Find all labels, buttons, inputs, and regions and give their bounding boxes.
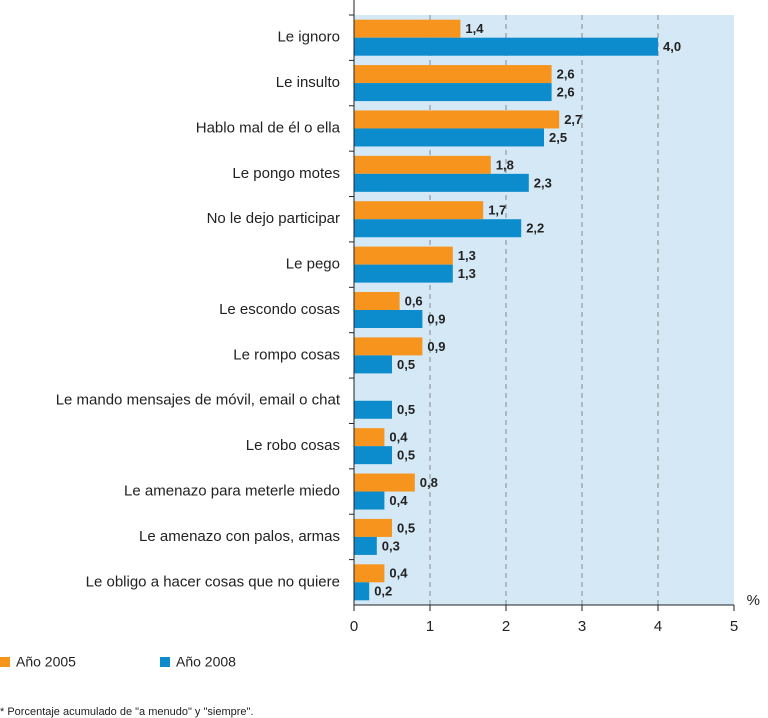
- value-label: 2,3: [534, 175, 552, 190]
- bar: [354, 310, 423, 328]
- legend-swatch: [0, 657, 10, 667]
- value-label: 0,8: [420, 475, 438, 490]
- value-label: 2,6: [557, 67, 575, 82]
- bar: [354, 518, 392, 537]
- value-label: 0,5: [397, 357, 415, 372]
- y-tick-label: Hablo mal de él o ella: [196, 119, 341, 136]
- bar: [354, 428, 385, 447]
- bar: [354, 37, 658, 56]
- y-tick-label: Le pego: [286, 256, 340, 273]
- y-tick-label: Le rompo cosas: [233, 346, 340, 363]
- bar: [354, 219, 522, 238]
- bar: [354, 491, 385, 510]
- value-label: 0,9: [427, 311, 445, 326]
- legend-swatch: [160, 657, 170, 667]
- bar: [354, 201, 484, 220]
- value-label: 0,2: [374, 584, 392, 599]
- bar: [354, 128, 544, 147]
- y-tick-label: No le dejo participar: [207, 210, 340, 227]
- value-label: 0,4: [389, 430, 408, 445]
- bar: [354, 83, 552, 102]
- value-label: 1,3: [458, 266, 476, 281]
- value-label: 0,4: [389, 493, 408, 508]
- bar: [354, 355, 392, 374]
- value-label: 4,0: [663, 39, 681, 54]
- bar: [354, 65, 552, 84]
- value-label: 0,5: [397, 402, 415, 417]
- x-tick-label: 1: [426, 618, 434, 635]
- bar: [354, 536, 377, 555]
- y-tick-label: Le amenazo con palos, armas: [139, 528, 340, 545]
- y-tick-label: Le insulto: [276, 74, 340, 91]
- x-axis-label: %: [747, 592, 760, 609]
- value-label: 1,3: [458, 248, 476, 263]
- x-tick-label: 3: [578, 618, 586, 635]
- value-label: 0,5: [397, 520, 415, 535]
- value-label: 2,2: [526, 221, 544, 236]
- bar: [354, 246, 453, 265]
- value-label: 0,6: [405, 293, 423, 308]
- footnote: * Porcentaje acumulado de "a menudo" y "…: [0, 706, 253, 718]
- bar: [354, 564, 385, 583]
- bar: [354, 337, 423, 356]
- bar: [354, 19, 461, 38]
- bar: [354, 473, 415, 492]
- value-label: 1,4: [465, 21, 484, 36]
- value-label: 2,5: [549, 130, 567, 145]
- x-tick-label: 5: [730, 618, 738, 635]
- value-label: 0,4: [389, 566, 408, 581]
- x-tick-label: 4: [654, 618, 662, 635]
- value-label: 2,7: [564, 112, 582, 127]
- bar: [354, 110, 560, 129]
- y-tick-label: Le pongo motes: [232, 165, 340, 182]
- value-label: 1,7: [488, 203, 506, 218]
- bar: [354, 155, 491, 174]
- bar: [354, 173, 529, 192]
- value-label: 0,9: [427, 339, 445, 354]
- bar: [354, 264, 453, 283]
- bar: [354, 446, 392, 465]
- legend-label: Año 2008: [176, 654, 236, 670]
- bar: [354, 292, 400, 310]
- value-label: 2,6: [557, 85, 575, 100]
- y-tick-label: Le mando mensajes de móvil, email o chat: [56, 392, 341, 409]
- x-tick-label: 2: [502, 618, 510, 635]
- y-tick-label: Le escondo cosas: [219, 301, 340, 318]
- y-tick-label: Le robo cosas: [246, 437, 340, 454]
- value-label: 1,8: [496, 157, 514, 172]
- bar: [354, 400, 392, 419]
- bar: [354, 582, 370, 601]
- y-tick-label: Le ignoro: [277, 29, 340, 46]
- y-tick-label: Le amenazo para meterle miedo: [124, 483, 340, 500]
- y-tick-label: Le obligo a hacer cosas que no quiere: [86, 573, 340, 590]
- value-label: 0,5: [397, 448, 415, 463]
- value-label: 0,3: [382, 538, 400, 553]
- legend-label: Año 2005: [16, 654, 76, 670]
- x-tick-label: 0: [350, 618, 358, 635]
